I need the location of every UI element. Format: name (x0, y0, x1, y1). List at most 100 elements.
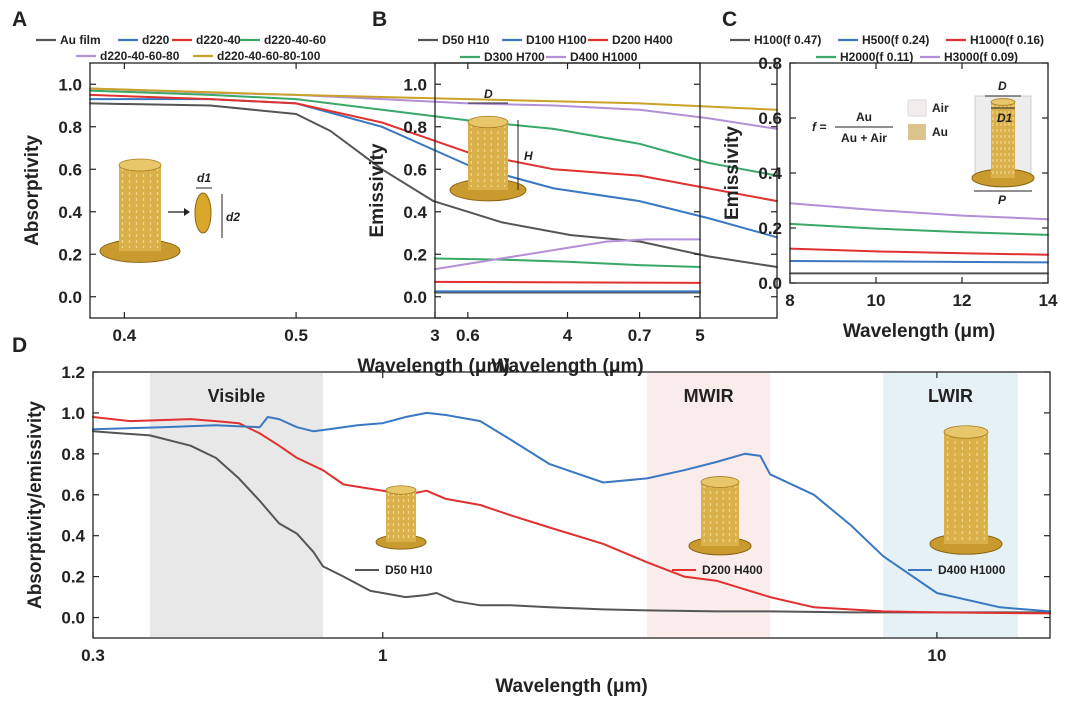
legend-label: D300 H700 (484, 50, 545, 64)
series-line (89, 89, 778, 177)
x-tick-label: 0.3 (81, 646, 105, 665)
panel-letter: D (12, 334, 27, 357)
series-line (92, 416, 1051, 615)
legend-label: H500(f 0.24) (862, 33, 929, 47)
y-tick-label: 0.4 (758, 164, 782, 183)
legend-label: d220-40-60-80 (100, 49, 180, 63)
formula-denominator: Au + Air (841, 131, 887, 145)
legend-label: H100(f 0.47) (754, 33, 821, 47)
formula-lhs: f = (812, 120, 826, 134)
y-tick-label: 0.8 (61, 445, 85, 464)
legend-label: D200 H400 (612, 33, 673, 47)
panel-letter: C (722, 8, 737, 31)
x-tick-label: 12 (953, 291, 972, 310)
y-tick-label: 0.2 (403, 245, 427, 264)
panel-c: C 0.0 0.2 0.4 0.6 0.8 8 10 12 14 Wavelength (μm) Em… (722, 8, 1058, 342)
series-line (434, 257, 701, 268)
panel-b: B 0.0 0.2 0.4 0.6 0.8 1.0 3 4 5 Wavelength (μm) Emi… (367, 8, 705, 377)
series-line (89, 93, 778, 203)
dimension-label: D (484, 87, 493, 101)
x-tick-label: 3 (430, 326, 439, 345)
legend-label: d220 (142, 33, 170, 47)
y-tick-label: 0.6 (758, 109, 782, 128)
y-tick-label: 0.8 (58, 118, 82, 137)
x-axis-title: Wavelength (μm) (491, 356, 643, 377)
dimension-label: H (524, 149, 533, 163)
legend-label: H1000(f 0.16) (970, 33, 1044, 47)
x-tick-label: 4 (563, 326, 573, 345)
ellipsoid-particle-icon (194, 192, 212, 234)
x-tick-label: 10 (867, 291, 886, 310)
dimension-label: D1 (997, 111, 1013, 125)
nanowire-array-inset (99, 158, 181, 263)
plot-frame (92, 371, 1051, 639)
plot-frame (434, 62, 701, 319)
panel-letter: A (12, 8, 27, 31)
series-line (434, 280, 701, 284)
y-tick-label: 0.8 (403, 118, 427, 137)
y-tick-label: 0.6 (58, 160, 82, 179)
plot-frame (89, 62, 778, 319)
legend-label: H3000(f 0.09) (944, 50, 1018, 64)
plot-frame (789, 62, 1049, 284)
legend-label: Au film (60, 33, 101, 47)
series-line (92, 411, 1051, 613)
series-line (789, 202, 1049, 221)
series-label: D200 H400 (702, 563, 763, 577)
arrow-head-icon (184, 208, 190, 216)
series-label: D400 H1000 (938, 563, 1006, 577)
formula-numerator: Au (856, 110, 872, 124)
x-tick-label: 0.4 (113, 326, 137, 345)
y-tick-label: 0.2 (61, 568, 85, 587)
y-tick-label: 0.4 (58, 203, 82, 222)
y-tick-label: 0.8 (758, 54, 782, 73)
legend-label: d220-40 (196, 33, 241, 47)
y-axis-title: Emissivity (722, 126, 743, 220)
region-label: LWIR (928, 386, 973, 406)
panel-d: D Visible MWIR LWIR 0.0 0.2 0.4 0.6 0.8 1.0 1.2 0.3… (12, 334, 1051, 697)
legend-label: D100 H100 (526, 33, 587, 47)
y-axis-title: Absorptivity (22, 135, 43, 246)
y-tick-label: 1.0 (61, 404, 85, 423)
series-line (789, 260, 1049, 264)
legend-label: d220-40-60-80-100 (217, 49, 321, 63)
y-axis-title: Emissivity (367, 143, 388, 237)
legend-label: H2000(f 0.11) (840, 50, 913, 64)
legend-label: D400 H1000 (570, 50, 638, 64)
x-tick-label: 10 (927, 646, 946, 665)
series-line (434, 238, 701, 271)
series-label: D50 H10 (385, 563, 433, 577)
y-tick-label: 0.4 (403, 203, 427, 222)
y-tick-label: 0.0 (403, 288, 427, 307)
x-tick-label: 0.7 (628, 326, 652, 345)
dimension-label: P (998, 193, 1007, 207)
y-tick-label: 0.6 (61, 486, 85, 505)
x-tick-label: 8 (785, 291, 794, 310)
series-line (89, 87, 778, 111)
x-axis-title: Wavelength (μm) (843, 321, 995, 342)
series-line (89, 102, 778, 268)
medium-cylinder-inset (688, 476, 752, 556)
region-label: MWIR (684, 386, 734, 406)
x-tick-label: 14 (1039, 291, 1058, 310)
series-line (89, 98, 778, 239)
y-tick-label: 0.0 (58, 288, 82, 307)
au-swatch-icon (908, 124, 926, 140)
y-tick-label: 1.0 (403, 75, 427, 94)
dimension-label: d2 (226, 210, 240, 224)
series-line (789, 247, 1049, 256)
y-tick-label: 0.0 (758, 274, 782, 293)
y-tick-label: 1.0 (58, 75, 82, 94)
x-tick-label: 0.6 (456, 326, 480, 345)
panel-letter: B (372, 8, 387, 31)
series-line (92, 430, 1051, 614)
cylinder-inset (449, 115, 527, 202)
unit-cell-cylinder-inset (971, 98, 1035, 188)
x-tick-label: 0.5 (284, 326, 308, 345)
x-tick-label: 5 (695, 326, 704, 345)
legend-label: d220-40-60 (264, 33, 326, 47)
air-swatch-icon (907, 99, 927, 117)
region-label: Visible (208, 386, 266, 406)
series-line (789, 222, 1049, 236)
